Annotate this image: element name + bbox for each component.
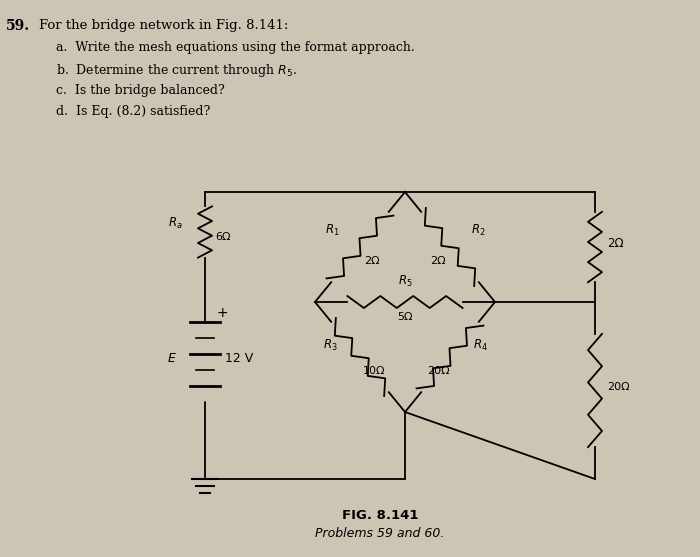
Text: 2Ω: 2Ω [364, 256, 380, 266]
Text: 20Ω: 20Ω [427, 366, 449, 376]
Text: $R_5$: $R_5$ [398, 274, 412, 289]
Text: For the bridge network in Fig. 8.141:: For the bridge network in Fig. 8.141: [39, 19, 288, 32]
Text: +: + [217, 306, 229, 320]
Text: $R_3$: $R_3$ [323, 338, 337, 353]
Text: a.  Write the mesh equations using the format approach.: a. Write the mesh equations using the fo… [56, 41, 414, 53]
Text: Problems 59 and 60.: Problems 59 and 60. [315, 527, 444, 540]
Text: 2Ω: 2Ω [430, 256, 446, 266]
Text: 10Ω: 10Ω [363, 366, 385, 376]
Text: c.  Is the bridge balanced?: c. Is the bridge balanced? [56, 84, 225, 96]
Text: d.  Is Eq. (8.2) satisfied?: d. Is Eq. (8.2) satisfied? [56, 105, 210, 118]
Text: 6Ω: 6Ω [215, 232, 230, 242]
Text: 2Ω: 2Ω [607, 237, 624, 250]
Text: 20Ω: 20Ω [607, 383, 629, 393]
Text: 59.: 59. [6, 19, 30, 33]
Text: 12 V: 12 V [225, 352, 253, 365]
Text: $R_a$: $R_a$ [168, 216, 183, 231]
Text: $R_1$: $R_1$ [325, 223, 340, 238]
Text: $R_2$: $R_2$ [470, 223, 485, 238]
Text: FIG. 8.141: FIG. 8.141 [342, 509, 419, 522]
Text: $R_4$: $R_4$ [473, 338, 487, 353]
Text: b.  Determine the current through $R_5$.: b. Determine the current through $R_5$. [56, 62, 297, 79]
Text: $E$: $E$ [167, 352, 177, 365]
Text: 5Ω: 5Ω [398, 312, 413, 322]
